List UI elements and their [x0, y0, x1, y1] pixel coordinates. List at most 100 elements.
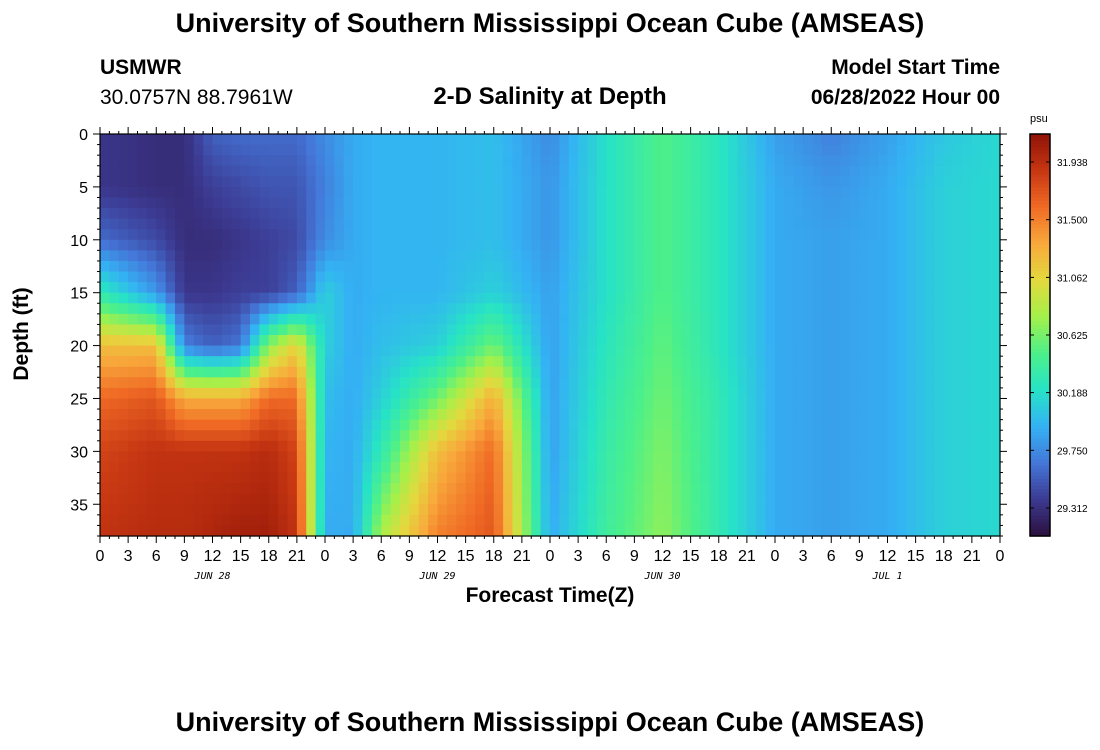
- heatmap-cell: [128, 493, 139, 505]
- heatmap-cell: [606, 218, 617, 230]
- heatmap-cell: [934, 155, 945, 167]
- heatmap-cell: [109, 144, 120, 156]
- heatmap-cell: [475, 239, 485, 251]
- heatmap-cell: [381, 461, 392, 474]
- heatmap-cell: [268, 514, 279, 527]
- heatmap-cell: [925, 504, 935, 516]
- heatmap-cell: [437, 271, 448, 283]
- colorbar-swatch: [1030, 180, 1050, 185]
- heatmap-cell: [634, 218, 645, 230]
- heatmap-cell: [831, 218, 842, 230]
- heatmap-cell: [915, 208, 926, 220]
- x-tick-label: 0: [771, 548, 780, 565]
- heatmap-cell: [521, 197, 532, 209]
- heatmap-cell: [362, 229, 373, 241]
- heatmap-cell: [100, 440, 110, 452]
- heatmap-cell: [850, 525, 860, 537]
- heatmap-cell: [343, 260, 354, 273]
- heatmap-cell: [306, 303, 317, 315]
- heatmap-cell: [287, 440, 298, 452]
- heatmap-cell: [475, 292, 485, 304]
- heatmap-cell: [990, 176, 1001, 188]
- heatmap-cell: [503, 155, 514, 167]
- heatmap-cell: [512, 176, 523, 188]
- heatmap-cell: [175, 335, 185, 347]
- heatmap-cell: [409, 176, 420, 188]
- heatmap-cell: [821, 461, 832, 474]
- heatmap-cell: [353, 271, 364, 283]
- heatmap-cell: [493, 271, 504, 283]
- heatmap-cell: [409, 493, 420, 505]
- heatmap-cell: [868, 356, 879, 368]
- heatmap-cell: [934, 377, 945, 389]
- heatmap-cell: [559, 260, 570, 273]
- heatmap-cell: [315, 366, 326, 378]
- heatmap-cell: [287, 250, 298, 262]
- heatmap-cell: [859, 335, 870, 347]
- colorbar-swatch: [1030, 201, 1050, 205]
- heatmap-cell: [709, 430, 720, 442]
- x-tick-label: 12: [879, 548, 897, 565]
- heatmap-cell: [109, 260, 120, 273]
- heatmap-cell: [465, 197, 476, 209]
- heatmap-cell: [681, 440, 692, 452]
- heatmap-cell: [484, 493, 495, 505]
- heatmap-cell: [184, 366, 195, 378]
- heatmap-cell: [521, 335, 532, 347]
- heatmap-cell: [165, 282, 176, 294]
- heatmap-cell: [784, 239, 795, 251]
- heatmap-cell: [578, 165, 589, 177]
- heatmap-cell: [709, 134, 720, 146]
- heatmap-cell: [821, 250, 832, 262]
- heatmap-cell: [831, 155, 842, 167]
- heatmap-cell: [671, 144, 682, 156]
- heatmap-cell: [578, 472, 589, 484]
- heatmap-cell: [943, 472, 954, 484]
- heatmap-cell: [400, 493, 410, 505]
- heatmap-cell: [634, 419, 645, 431]
- heatmap-cell: [137, 176, 148, 188]
- heatmap-cell: [971, 493, 982, 505]
- heatmap-cell: [109, 165, 120, 177]
- heatmap-cell: [756, 483, 767, 495]
- heatmap-cell: [193, 451, 204, 463]
- heatmap-cell: [671, 514, 682, 527]
- heatmap-cell: [793, 514, 804, 527]
- heatmap-cell: [550, 218, 560, 230]
- heatmap-cell: [634, 504, 645, 516]
- colorbar-swatch: [1030, 381, 1050, 386]
- heatmap-cell: [371, 155, 382, 167]
- heatmap-cell: [250, 430, 260, 442]
- heatmap-cell: [925, 335, 935, 347]
- heatmap-cell: [925, 144, 935, 156]
- heatmap-cell: [362, 356, 373, 368]
- heatmap-cell: [268, 260, 279, 273]
- heatmap-cell: [615, 176, 626, 188]
- heatmap-cell: [681, 493, 692, 505]
- heatmap-cell: [306, 472, 317, 484]
- heatmap-cell: [887, 208, 898, 220]
- heatmap-cell: [146, 282, 157, 294]
- heatmap-cell: [118, 229, 129, 241]
- heatmap-cell: [615, 398, 626, 410]
- heatmap-cell: [212, 525, 223, 537]
- heatmap-cell: [184, 398, 195, 410]
- heatmap-cell: [315, 356, 326, 368]
- heatmap-cell: [653, 155, 664, 167]
- heatmap-cell: [418, 398, 429, 410]
- heatmap-cell: [550, 419, 560, 431]
- heatmap-cell: [934, 186, 945, 199]
- heatmap-cell: [203, 461, 214, 474]
- heatmap-cell: [878, 155, 889, 167]
- heatmap-cell: [446, 366, 457, 378]
- heatmap-cell: [315, 176, 326, 188]
- colorbar-swatch: [1030, 264, 1050, 269]
- heatmap-cell: [334, 504, 345, 516]
- heatmap-cell: [521, 165, 532, 177]
- heatmap-cell: [756, 366, 767, 378]
- heatmap-cell: [615, 134, 626, 146]
- heatmap-cell: [146, 461, 157, 474]
- heatmap-cell: [662, 134, 673, 146]
- heatmap-cell: [193, 493, 204, 505]
- heatmap-cell: [128, 239, 139, 251]
